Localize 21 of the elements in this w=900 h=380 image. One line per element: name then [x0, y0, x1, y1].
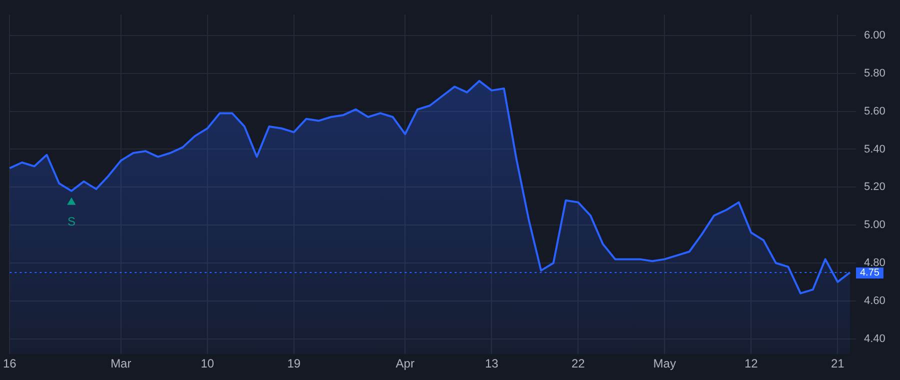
x-tick-label: 22	[571, 356, 586, 371]
x-tick-label: Apr	[396, 356, 414, 371]
y-tick-label: 6.00	[864, 29, 886, 42]
x-tick-label: 21	[830, 356, 845, 371]
x-tick-label: 19	[287, 356, 301, 371]
annotation: S	[67, 214, 76, 229]
ref-line-label: 4.75	[860, 268, 880, 279]
x-tick-label: 12	[744, 356, 758, 371]
y-tick-label: 5.60	[864, 105, 886, 118]
y-tick-label: 5.20	[864, 181, 886, 194]
y-tick-label: 5.80	[864, 67, 886, 80]
x-tick-label: May	[653, 356, 676, 371]
y-tick-label: 4.80	[864, 257, 886, 270]
y-tick-label: 4.40	[864, 332, 886, 345]
y-tick-label: 5.40	[864, 143, 886, 156]
y-tick-label: 5.00	[864, 219, 886, 232]
x-tick-label: 10	[200, 356, 214, 371]
x-tick-label: Mar	[110, 356, 132, 371]
y-tick-label: 4.60	[864, 294, 886, 307]
x-tick-label: 13	[484, 356, 499, 371]
x-tick-label: 16	[2, 356, 17, 371]
